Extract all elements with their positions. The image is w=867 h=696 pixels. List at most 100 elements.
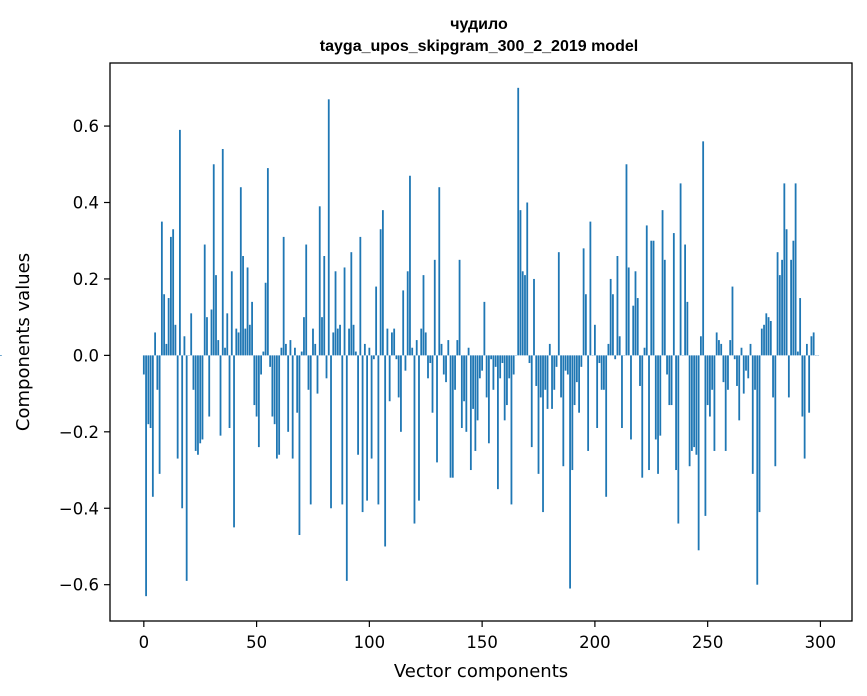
bar	[659, 355, 662, 436]
bar	[381, 210, 384, 356]
bar	[199, 355, 202, 444]
bar	[415, 340, 418, 356]
bar	[323, 256, 326, 356]
bar	[237, 332, 240, 356]
bar	[776, 252, 779, 356]
bar	[309, 355, 312, 505]
bar	[251, 301, 253, 356]
bar	[548, 343, 551, 356]
bar	[724, 355, 727, 451]
bar	[679, 183, 682, 356]
bar	[537, 355, 540, 474]
bar	[325, 355, 328, 379]
bar	[695, 355, 698, 455]
bar	[341, 355, 344, 505]
bar	[221, 148, 224, 356]
bar	[300, 351, 303, 356]
bar	[185, 355, 188, 581]
y-axis-label: Components values	[13, 253, 34, 431]
bar	[499, 355, 502, 379]
bar	[420, 328, 423, 356]
bar	[578, 355, 580, 413]
bar	[257, 355, 260, 448]
bar	[510, 355, 513, 505]
bar	[203, 244, 206, 356]
bar	[742, 355, 745, 394]
bar	[330, 355, 332, 509]
bar	[670, 355, 673, 406]
bar	[533, 278, 535, 356]
bar	[228, 355, 231, 428]
y-tick-label: −0.2	[59, 423, 99, 442]
bar	[363, 343, 366, 356]
bar	[652, 240, 655, 356]
bar	[197, 355, 199, 455]
bar	[587, 355, 590, 451]
bar	[526, 202, 529, 356]
bar	[145, 355, 147, 597]
bar	[454, 355, 456, 390]
bar	[497, 355, 499, 490]
bar	[530, 355, 533, 448]
bar	[422, 275, 425, 356]
bar	[402, 290, 405, 356]
bar	[539, 355, 542, 398]
bar	[305, 244, 308, 356]
bar	[375, 286, 378, 356]
bar	[704, 355, 707, 516]
bar	[521, 271, 524, 356]
bar	[512, 355, 515, 375]
bar	[648, 355, 650, 471]
bar	[476, 355, 479, 421]
bar	[217, 340, 220, 356]
bar	[485, 355, 488, 398]
bar	[551, 355, 553, 409]
bar	[447, 340, 450, 356]
x-tick-label: 150	[466, 633, 498, 652]
bar	[727, 355, 729, 390]
bar	[542, 355, 544, 513]
bar	[720, 343, 723, 356]
bar	[291, 355, 294, 459]
bar	[487, 355, 490, 444]
bar	[767, 317, 770, 356]
bar	[593, 324, 596, 356]
bar	[632, 305, 635, 356]
bar	[215, 275, 217, 356]
bar	[395, 355, 398, 360]
bar	[469, 355, 472, 471]
bar	[745, 355, 747, 371]
plot-area-frame	[109, 62, 853, 622]
bar	[266, 168, 269, 356]
bar	[174, 324, 177, 356]
bar	[472, 355, 474, 409]
bar	[289, 340, 292, 356]
bar	[636, 298, 639, 356]
bar	[603, 355, 605, 390]
bar	[397, 355, 400, 398]
bar	[639, 355, 641, 386]
bar	[246, 267, 249, 356]
bar	[393, 328, 396, 356]
bar	[625, 164, 628, 356]
y-tick-label: −0.4	[59, 499, 99, 518]
bar	[501, 355, 504, 364]
bar	[224, 347, 226, 356]
bar	[605, 355, 608, 497]
bar	[359, 236, 362, 356]
bar	[492, 355, 495, 390]
bar	[792, 240, 795, 356]
bar	[165, 343, 168, 356]
bar	[235, 328, 238, 356]
bar	[179, 129, 181, 356]
bar	[147, 355, 150, 425]
bar	[562, 355, 565, 467]
bar	[654, 355, 657, 440]
bar	[208, 355, 211, 417]
bar	[668, 355, 671, 406]
bar	[190, 313, 193, 356]
bar	[781, 259, 783, 356]
bar	[332, 332, 335, 356]
bar	[666, 355, 668, 375]
bar	[427, 355, 429, 379]
